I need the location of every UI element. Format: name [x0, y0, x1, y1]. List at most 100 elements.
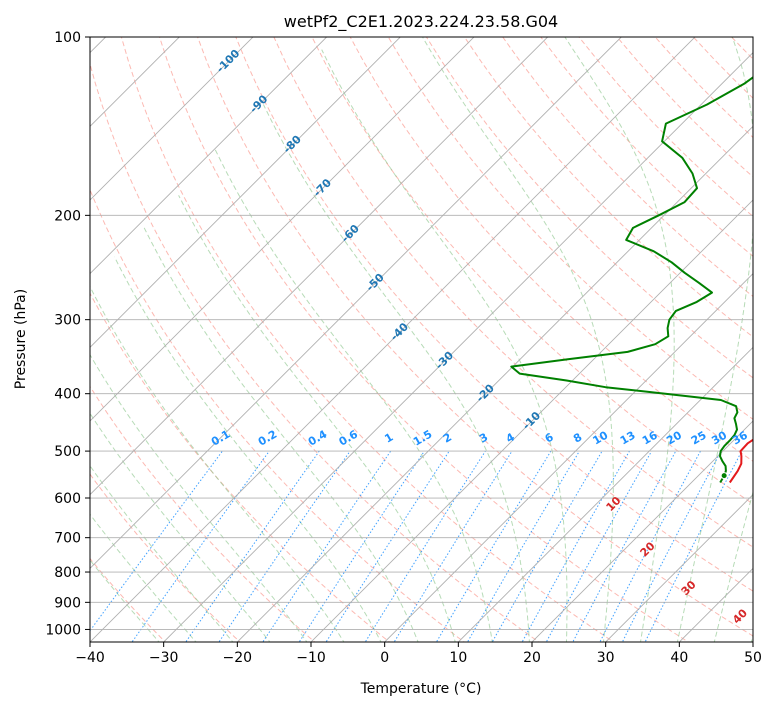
isotherm	[90, 37, 254, 201]
moist-adiabat-label: 40	[730, 606, 750, 626]
isotherm	[90, 37, 475, 422]
surface-marker	[720, 472, 728, 480]
dewpoint-profile	[510, 76, 753, 484]
y-tick-label: 1000	[45, 622, 81, 638]
dry-adiabat	[90, 188, 465, 642]
isotherm-label: -50	[364, 271, 387, 294]
moist-adiabat	[143, 227, 419, 642]
dry-adiabat	[616, 37, 753, 178]
isotherm	[163, 52, 753, 642]
dry-adiabat	[90, 292, 391, 642]
dry-adiabat	[387, 37, 753, 420]
dry-adiabat	[120, 37, 615, 642]
dry-adiabat	[425, 37, 753, 379]
isotherm	[90, 37, 328, 275]
mixing-ratio-label: 13	[618, 429, 638, 448]
isotherm-label: -30	[433, 349, 456, 372]
x-tick-label: 10	[449, 650, 467, 666]
x-tick-label: −10	[296, 650, 326, 666]
moist-adiabat	[676, 37, 753, 642]
moist-adiabat	[262, 104, 530, 642]
y-tick-label: 700	[54, 531, 81, 547]
isotherm	[457, 346, 753, 642]
temperature-profile	[728, 438, 753, 484]
mixing-ratio-line	[131, 450, 270, 642]
mixing-ratio-line	[491, 450, 603, 642]
y-tick-label: 100	[54, 30, 81, 46]
mixing-ratio-label: 1	[382, 431, 395, 446]
y-axis-title: Pressure (hPa)	[13, 289, 29, 389]
mixing-ratio-line	[621, 450, 722, 642]
isotherm	[531, 420, 753, 642]
mixing-ratio-line	[185, 450, 320, 642]
x-tick-label: 20	[523, 650, 541, 666]
dry-adiabat	[349, 37, 753, 462]
y-tick-label: 200	[54, 208, 81, 224]
mixing-ratio-line	[298, 450, 425, 642]
isotherm-label: -40	[388, 320, 411, 343]
isotherm	[605, 494, 753, 642]
dry-adiabat	[311, 37, 753, 505]
x-axis-title: Temperature (°C)	[360, 681, 482, 697]
dry-adiabat	[90, 62, 540, 642]
isotherm	[384, 273, 753, 642]
x-tick-label: 40	[670, 650, 688, 666]
x-tick-label: 0	[380, 650, 389, 666]
plot-frame	[89, 36, 754, 643]
y-tick-label: 300	[54, 313, 81, 329]
grid-lines	[0, 10, 753, 654]
mixing-ratio-label: 0.4	[306, 427, 330, 448]
isotherm-label: -10	[520, 409, 543, 432]
isotherm-label: -60	[339, 222, 362, 245]
mixing-ratio-line	[325, 450, 450, 642]
mixing-ratio-label: 6	[543, 430, 556, 445]
mixing-ratio-line	[393, 450, 513, 642]
isotherm	[0, 10, 59, 654]
mixing-ratio-line	[435, 450, 552, 642]
y-tick-label: 900	[54, 595, 81, 611]
mixing-ratio-line	[466, 450, 580, 642]
x-tick-label: −40	[75, 650, 105, 666]
x-tick-label: −30	[149, 650, 179, 666]
y-tick-label: 600	[54, 491, 81, 507]
isotherm-label: -100	[214, 47, 243, 76]
moist-adiabat	[90, 353, 308, 642]
isotherm-label: -80	[281, 133, 304, 156]
isotherm	[90, 37, 549, 496]
isotherm-label: -20	[474, 381, 497, 404]
isotherm	[678, 567, 753, 642]
y-axis: 1000 900 800 700 600 500 400 300 200 100	[45, 30, 90, 638]
moist-adiabat-label: 10	[604, 494, 624, 514]
dry-adiabat	[502, 37, 753, 298]
moist-adiabat	[750, 633, 753, 642]
mixing-ratio-line	[90, 450, 223, 632]
dry-adiabat	[90, 473, 241, 642]
mixing-ratio-label: 25	[689, 429, 709, 448]
dry-adiabat	[692, 37, 753, 99]
background-lines	[90, 37, 753, 642]
isotherm	[236, 125, 753, 642]
moist-adiabat-label: 30	[679, 578, 699, 598]
isotherm	[90, 37, 696, 642]
dry-adiabat	[273, 37, 753, 548]
dry-adiabat	[463, 37, 753, 338]
mixing-ratio-label: 0.2	[256, 428, 279, 449]
mixing-ratio-label: 20	[664, 428, 684, 447]
mixing-ratio-label: 0.6	[337, 427, 361, 448]
moist-adiabat	[178, 195, 456, 642]
mixing-ratio-label: 16	[640, 428, 660, 447]
mixing-ratio-line	[644, 450, 743, 642]
mixing-ratio-label: 8	[571, 431, 584, 446]
chart-title: wetPf2_C2E1.2023.224.23.58.G04	[284, 12, 558, 32]
dry-adiabat	[578, 37, 753, 218]
isotherm	[90, 37, 180, 127]
x-tick-label: 50	[744, 650, 762, 666]
x-tick-label: 30	[597, 650, 615, 666]
isotherm	[752, 641, 753, 642]
sounding-profiles	[510, 76, 753, 484]
dry-adiabat	[90, 385, 316, 642]
mixing-ratio-line	[599, 450, 701, 642]
moist-adiabat	[90, 285, 345, 642]
moist-adiabat	[114, 256, 382, 642]
